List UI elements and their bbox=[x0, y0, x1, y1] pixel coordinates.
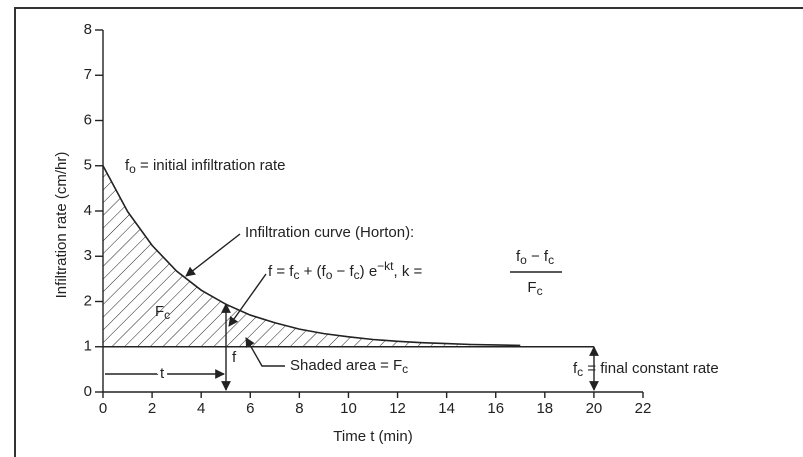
x-tick-label: 20 bbox=[586, 400, 603, 417]
annotation-part: − f bbox=[332, 263, 354, 280]
annotation-part: o bbox=[129, 162, 136, 176]
annotation-part: Shaded area = F bbox=[290, 357, 402, 374]
annotation-part: + (f bbox=[299, 263, 326, 280]
series-line bbox=[102, 165, 521, 347]
annotation-part: F bbox=[155, 303, 164, 320]
annotation: f bbox=[232, 349, 237, 366]
y-tick-label: 8 bbox=[84, 21, 92, 38]
shaded-area bbox=[103, 165, 521, 347]
annotation: Fc bbox=[527, 279, 542, 298]
annotation-part: c bbox=[293, 268, 299, 282]
annotation-part: t bbox=[160, 365, 165, 382]
annotation: fc = final constant rate bbox=[573, 360, 719, 379]
annotation: Infiltration curve (Horton): bbox=[245, 224, 414, 241]
y-tick-label: 6 bbox=[84, 111, 92, 128]
annotation-part: f bbox=[516, 248, 521, 265]
x-tick-label: 18 bbox=[536, 400, 553, 417]
y-tick-label: 4 bbox=[84, 202, 92, 219]
x-tick-label: 6 bbox=[246, 400, 254, 417]
annotation-part: − f bbox=[527, 248, 549, 265]
frame bbox=[14, 7, 803, 457]
y-tick-label: 5 bbox=[84, 157, 92, 174]
x-tick-label: 16 bbox=[487, 400, 504, 417]
annotation-part: = initial infiltration rate bbox=[136, 157, 286, 174]
annotation: fo − fc bbox=[516, 248, 554, 267]
y-axis-label: Infiltration rate (cm/hr) bbox=[53, 152, 70, 299]
annotation-part: f = f bbox=[268, 263, 294, 280]
curve-pointer bbox=[185, 233, 241, 277]
x-tick-label: 12 bbox=[389, 400, 406, 417]
x-tick-label: 0 bbox=[99, 400, 107, 417]
x-tick-label: 22 bbox=[635, 400, 652, 417]
annotation-part: c bbox=[354, 268, 360, 282]
annotation-part: , k = bbox=[394, 263, 423, 280]
annotation-part: = final constant rate bbox=[583, 360, 719, 377]
annotation-part: ) e bbox=[360, 263, 378, 280]
annotation: Fc bbox=[155, 303, 170, 322]
y-tick-label: 0 bbox=[84, 383, 92, 400]
y-tick-label: 2 bbox=[84, 292, 92, 309]
annotation-part: f bbox=[232, 349, 237, 366]
x-tick-label: 4 bbox=[197, 400, 205, 417]
x-tick-label: 8 bbox=[295, 400, 303, 417]
annotation-part: F bbox=[527, 279, 536, 296]
annotation: f = fc + (fo − fc) e−kt, k = bbox=[268, 259, 423, 282]
annotation-part: o bbox=[520, 253, 527, 267]
annotation: t bbox=[160, 365, 165, 382]
annotation-part: c bbox=[537, 284, 543, 298]
y-tick-label: 3 bbox=[84, 247, 92, 264]
annotation-part: Infiltration curve (Horton): bbox=[245, 224, 414, 241]
x-axis-label: Time t (min) bbox=[333, 428, 412, 445]
x-tick-label: 14 bbox=[438, 400, 455, 417]
y-tick-label: 7 bbox=[84, 66, 92, 83]
annotation-part: f bbox=[573, 360, 578, 377]
annotation-part: o bbox=[326, 268, 333, 282]
annotation-part: c bbox=[164, 308, 170, 322]
annotation-part: c bbox=[548, 253, 554, 267]
annotation-part: c bbox=[402, 362, 408, 376]
x-tick-label: 2 bbox=[148, 400, 156, 417]
annotation: Shaded area = Fc bbox=[290, 357, 408, 376]
y-tick-label: 1 bbox=[84, 338, 92, 355]
annotation-part: −kt bbox=[377, 259, 394, 273]
annotation-part: c bbox=[577, 365, 583, 379]
annotation: fo = initial infiltration rate bbox=[125, 157, 286, 176]
x-tick-label: 10 bbox=[340, 400, 357, 417]
annotation-part: f bbox=[125, 157, 130, 174]
